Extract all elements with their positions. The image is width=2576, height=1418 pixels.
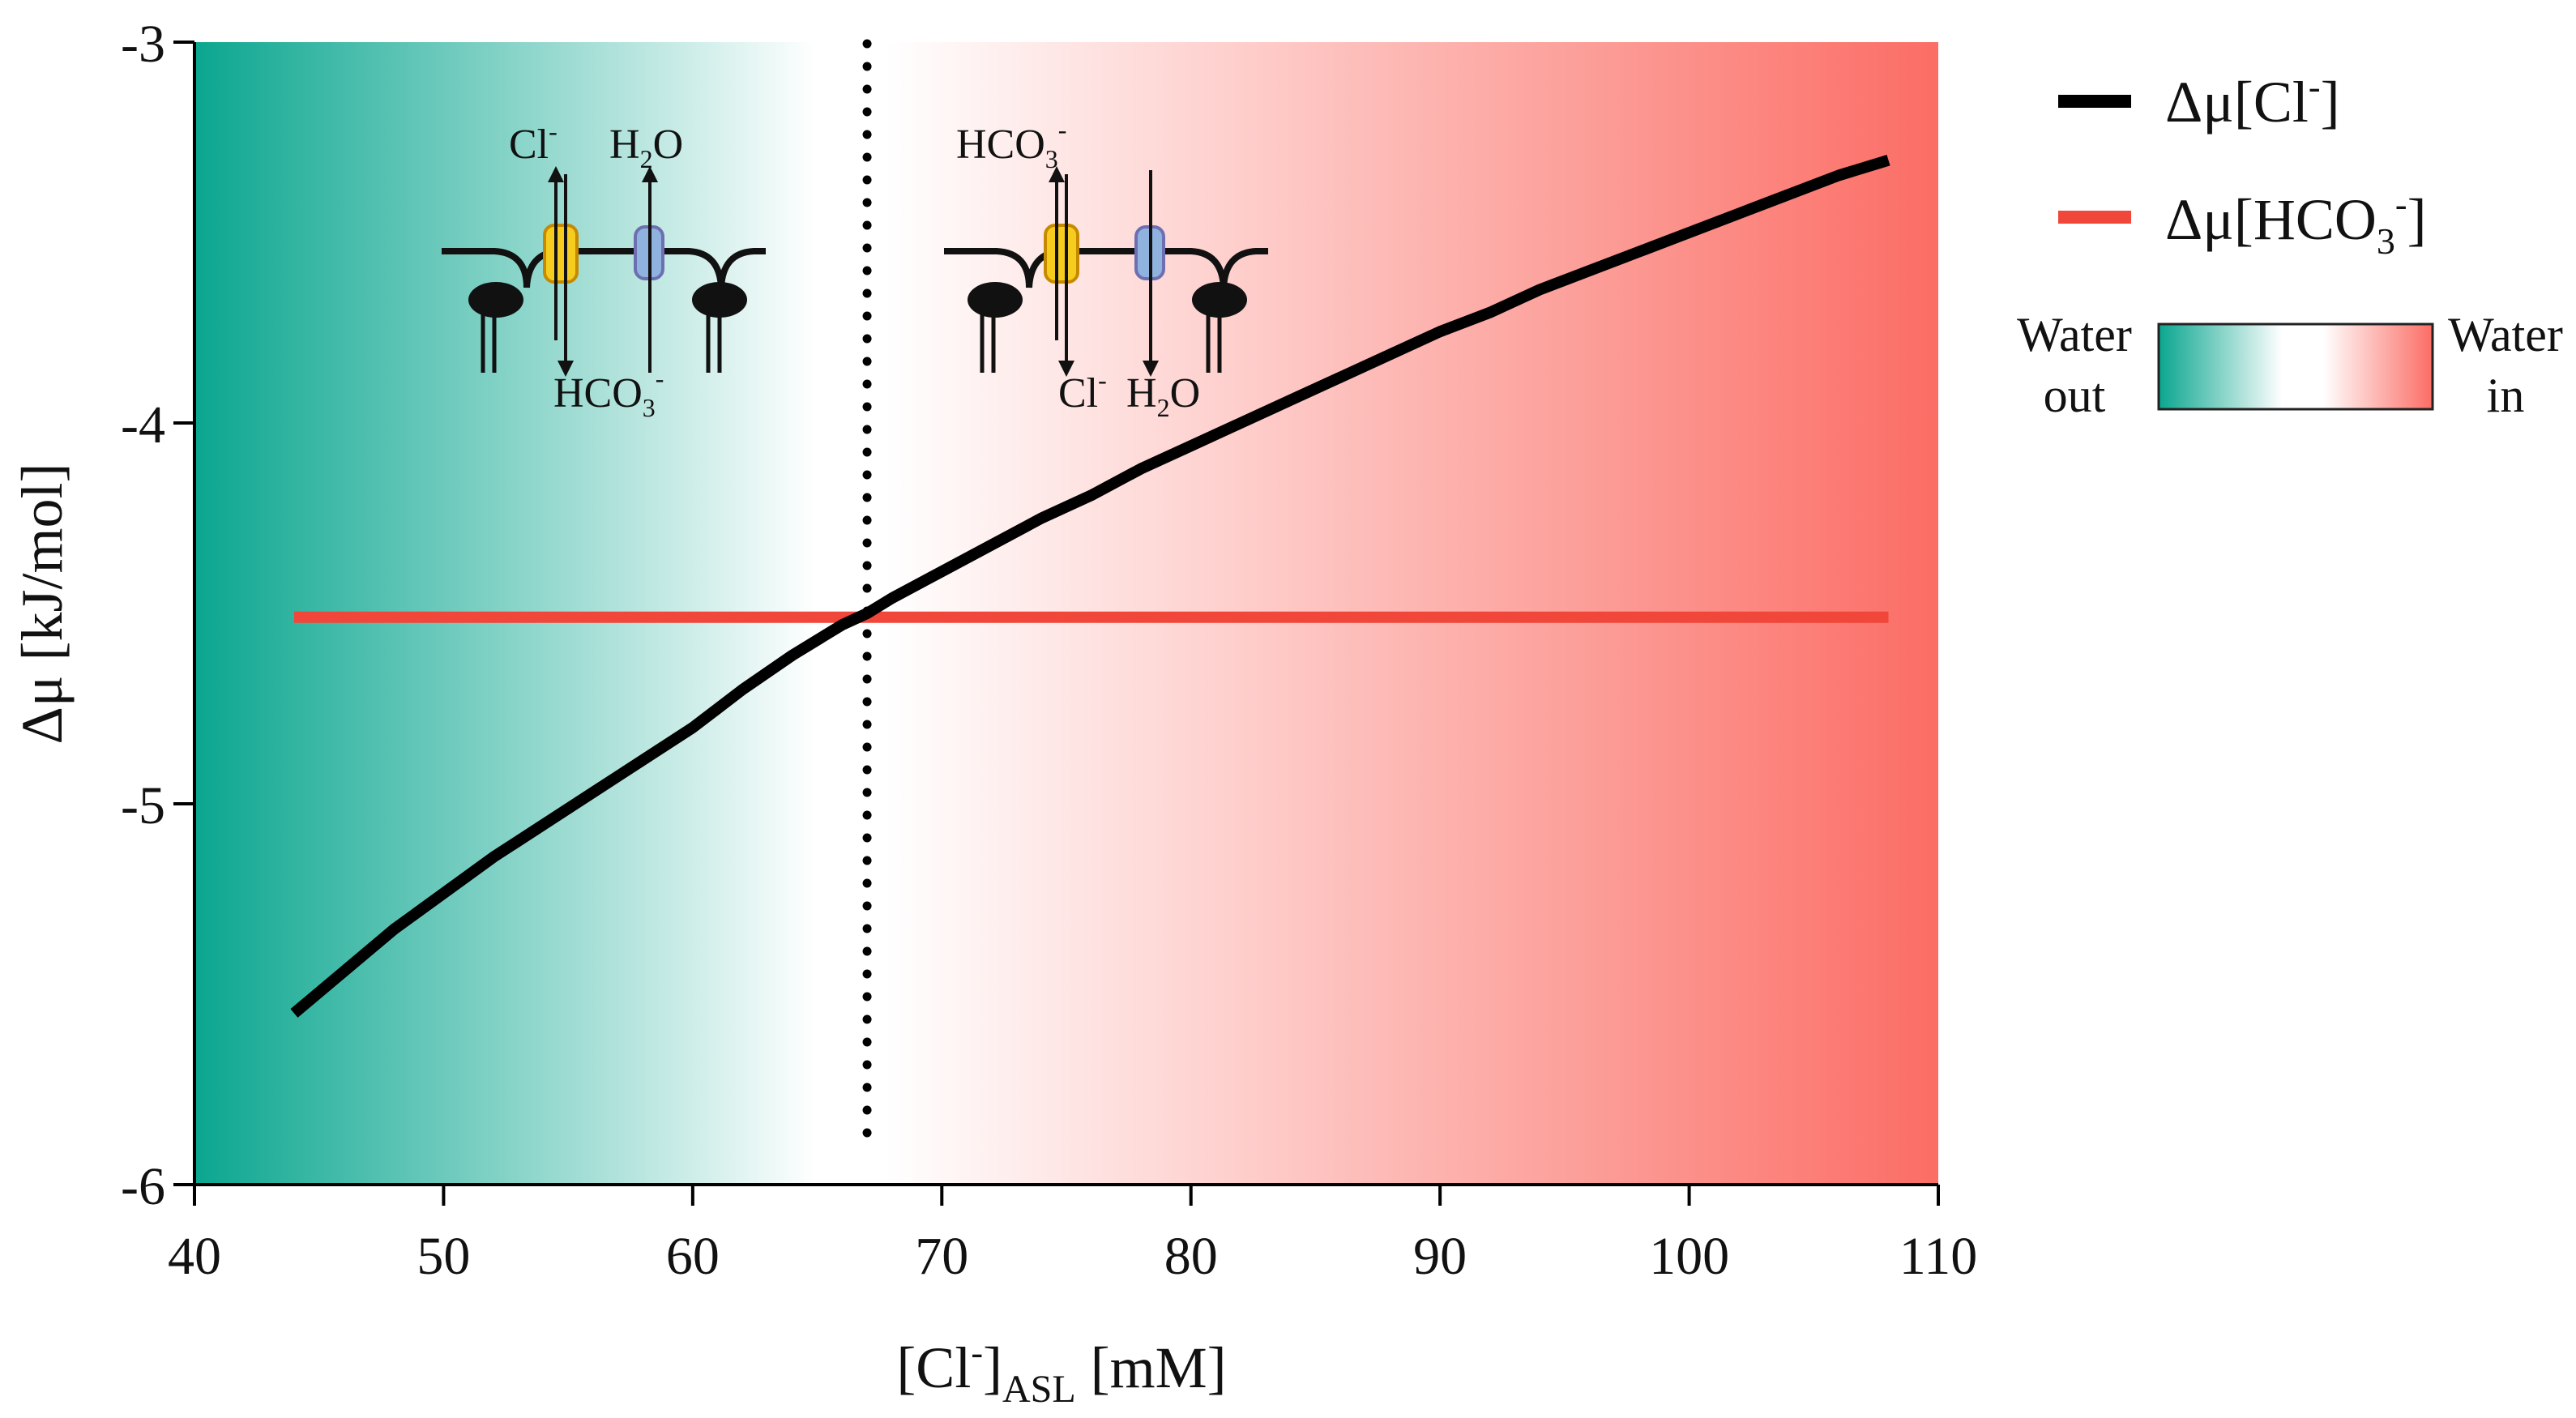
- x-tick-label: 80: [1164, 1227, 1218, 1286]
- x-tick-label: 100: [1649, 1227, 1729, 1286]
- x-tick-label: 60: [666, 1227, 720, 1286]
- label-cl-left: Cl-: [509, 117, 557, 168]
- colorbar-label-left: Water out: [2017, 308, 2132, 422]
- membrane-outline-left: [442, 248, 766, 288]
- label-hco3-left: HCO3-: [553, 364, 664, 422]
- anion-exchanger-right: [1044, 224, 1079, 284]
- y-axis-label: Δμ [kJ/mol]: [10, 463, 75, 745]
- cell-junction-left-2: [692, 282, 747, 318]
- x-tick-label: 90: [1413, 1227, 1467, 1286]
- label-h2o-right: H2O: [1126, 370, 1200, 422]
- colorbar-label-right: Water in: [2448, 308, 2563, 422]
- anion-exchanger-left: [543, 224, 579, 284]
- epithelium-schematic-left: Cl- H2O HCO3-: [442, 117, 766, 422]
- gradient-colorbar: [2157, 322, 2434, 411]
- y-tick-label: -5: [121, 776, 165, 835]
- cell-junction-right-2: [1192, 282, 1247, 318]
- x-tick-label: 70: [915, 1227, 968, 1286]
- label-h2o-left: H2O: [609, 122, 683, 173]
- x-tick-label: 110: [1899, 1227, 1978, 1286]
- legend: Δμ[Cl-] Δμ[HCO3-] Water out Water in: [2017, 67, 2563, 422]
- cell-junction-right-1: [968, 282, 1023, 318]
- membrane-outline-right: [944, 248, 1268, 288]
- x-axis-label: [Cl-]ASL [mM]: [896, 1333, 1226, 1411]
- x-tick-label: 40: [168, 1227, 221, 1286]
- legend-label-hco3: Δμ[HCO3-]: [2165, 185, 2427, 262]
- y-tick-label: -6: [121, 1157, 165, 1216]
- y-tick-label: -4: [121, 395, 165, 455]
- cell-junction-left-1: [468, 282, 523, 318]
- label-cl-right: Cl-: [1058, 365, 1107, 416]
- label-hco3-right: HCO3-: [956, 115, 1066, 173]
- epithelium-schematic-right: HCO3- Cl- H2O: [944, 115, 1268, 422]
- legend-label-cl: Δμ[Cl-]: [2165, 67, 2340, 135]
- x-tick-label: 50: [417, 1227, 470, 1286]
- y-tick-label: -3: [121, 15, 165, 74]
